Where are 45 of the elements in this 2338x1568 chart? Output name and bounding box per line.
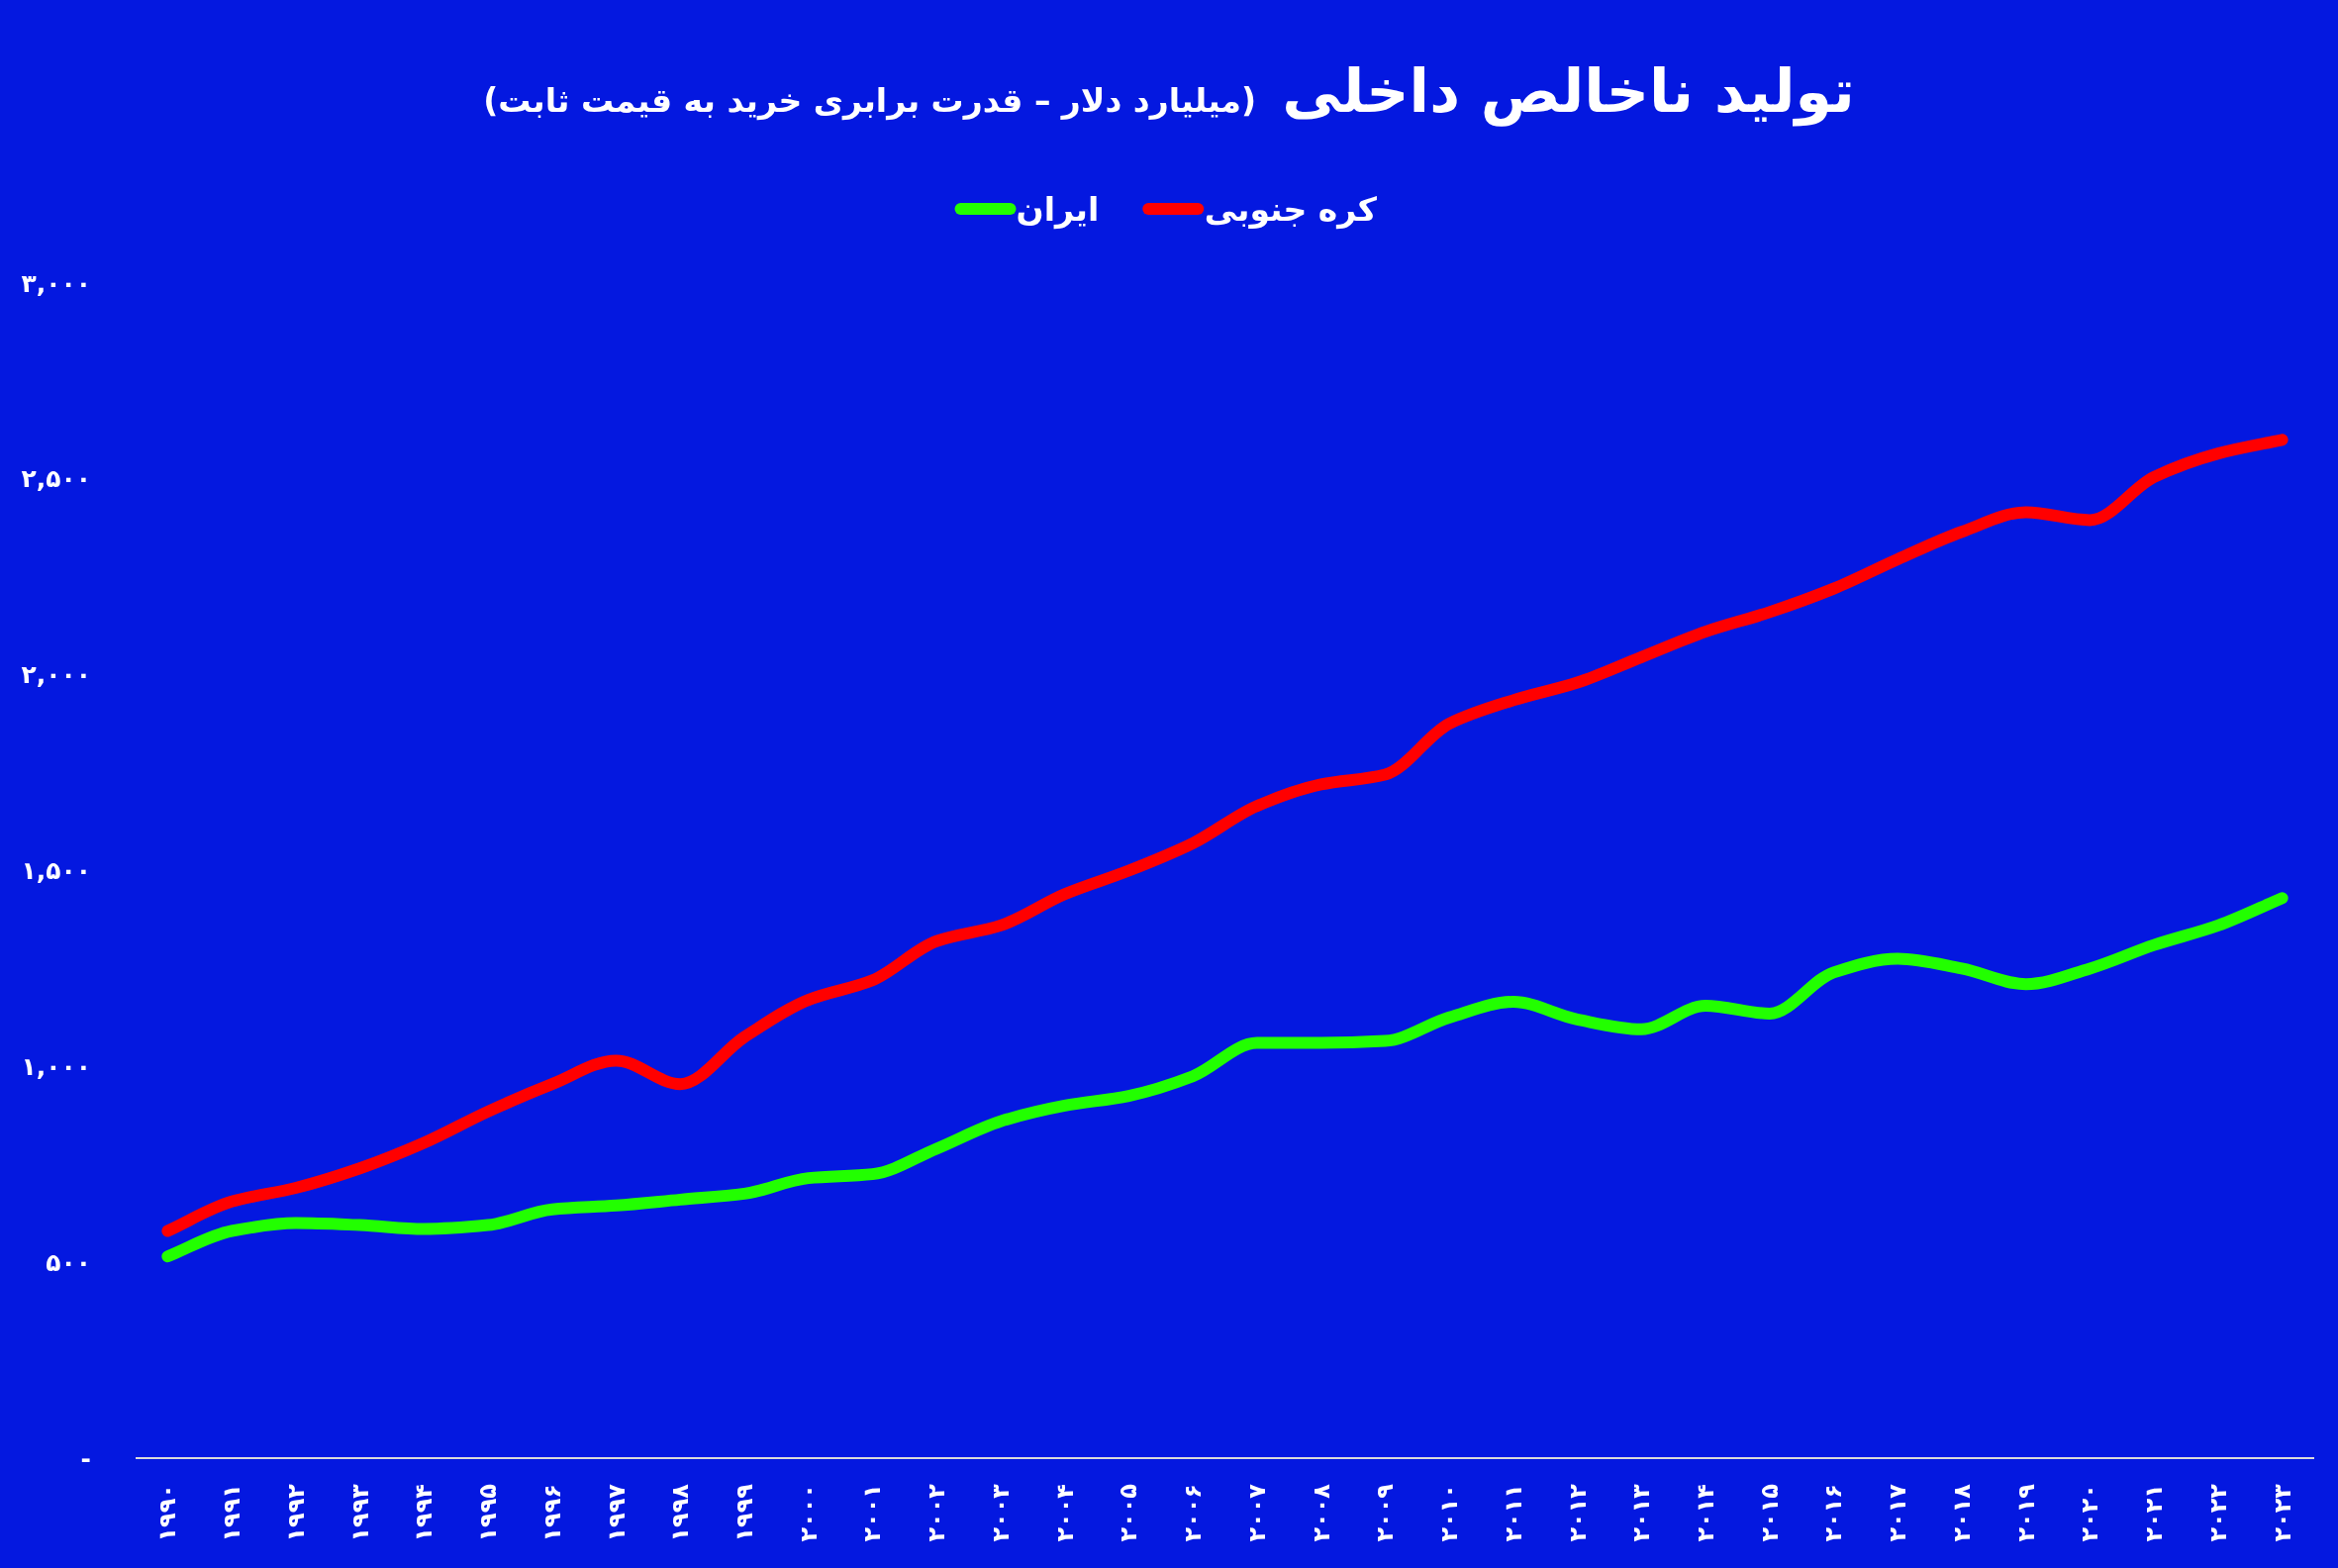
- x-tick-label: ۲۰۰۴: [1050, 1484, 1079, 1542]
- y-tick-label: ۳,۰۰۰: [21, 268, 91, 298]
- x-tick-label: ۱۹۹۲: [281, 1483, 310, 1542]
- y-tick-label: ۱,۵۰۰: [21, 856, 91, 885]
- x-tick-label: ۱۹۹۱: [218, 1484, 246, 1542]
- x-tick-label: ۲۰۱۸: [1947, 1483, 1976, 1542]
- chart-title: تولید ناخالص داخلی: [1282, 56, 1855, 127]
- x-tick-label: ۲۰۲۲: [2203, 1483, 2232, 1542]
- x-tick-label: ۱۹۹۰: [153, 1484, 182, 1542]
- x-tick-label: ۲۰۲۱: [2140, 1484, 2169, 1542]
- x-tick-label: ۲۰۱۵: [1755, 1484, 1784, 1542]
- x-tick-label: ۲۰۰۷: [1242, 1483, 1271, 1542]
- x-tick-label: ۲۰۱۴: [1692, 1484, 1720, 1542]
- x-tick-label: ۲۰۱۰: [1435, 1484, 1464, 1542]
- x-tick-label: ۲۰۰۹: [1371, 1483, 1400, 1542]
- x-tick-label: ۲۰۱۷: [1884, 1483, 1912, 1542]
- x-tick-label: ۱۹۹۷: [602, 1483, 631, 1542]
- x-tick-label: ۲۰۱۱: [1499, 1484, 1527, 1542]
- x-tick-label: ۲۰۰۵: [1115, 1484, 1143, 1542]
- x-tick-label: ۱۹۹۶: [537, 1484, 566, 1542]
- x-tick-label: ۲۰۱۶: [1819, 1484, 1848, 1542]
- x-tick-label: ۲۰۰۸: [1307, 1483, 1335, 1542]
- y-tick-label: ۲,۵۰۰: [21, 464, 91, 494]
- x-tick-label: ۲۰۰۳: [986, 1483, 1015, 1542]
- x-tick-label: ۱۹۹۵: [474, 1484, 503, 1542]
- legend-label: ایران: [1016, 190, 1100, 230]
- x-tick-label: ۲۰۱۲: [1563, 1483, 1592, 1542]
- y-tick-label: ۲,۰۰۰: [21, 660, 91, 690]
- x-tick-label: ۲۰۰۰: [794, 1484, 823, 1542]
- x-tick-label: ۱۹۹۹: [730, 1483, 758, 1542]
- y-tick-label: ۵۰۰: [46, 1247, 91, 1277]
- legend-label: کره جنوبی: [1204, 190, 1378, 230]
- x-tick-label: ۲۰۲۳: [2268, 1483, 2296, 1542]
- x-tick-label: ۲۰۱۳: [1627, 1483, 1656, 1542]
- y-tick-label: -: [80, 1443, 91, 1473]
- x-tick-label: ۱۹۹۳: [345, 1483, 374, 1542]
- x-tick-label: ۲۰۰۲: [923, 1483, 951, 1542]
- x-tick-label: ۲۰۰۶: [1179, 1484, 1208, 1542]
- y-tick-label: ۱,۰۰۰: [21, 1051, 91, 1081]
- x-tick-label: ۲۰۰۱: [858, 1484, 887, 1542]
- x-tick-label: ۲۰۲۰: [2076, 1484, 2104, 1542]
- x-tick-label: ۱۹۹۴: [410, 1484, 438, 1542]
- x-tick-label: ۱۹۹۸: [666, 1483, 695, 1542]
- x-tick-label: ۲۰۱۹: [2011, 1483, 2040, 1542]
- chart-subtitle: (میلیارد دلار – قدرت برابری خرید به قیمت ثابت): [483, 81, 1257, 121]
